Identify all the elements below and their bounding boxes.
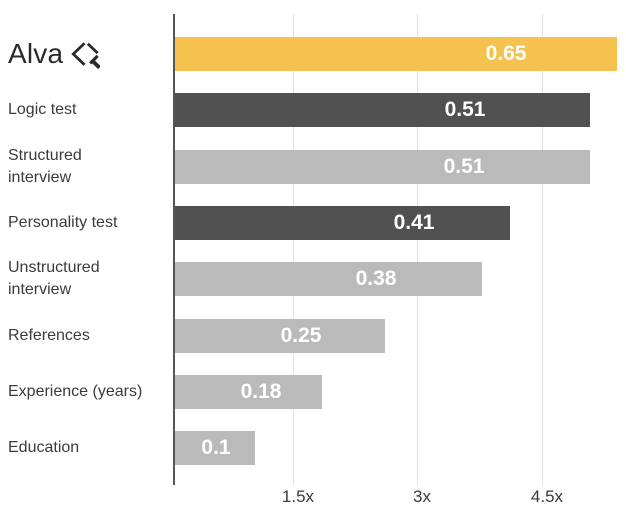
bar-structured-interview: 0.51	[175, 149, 590, 184]
bar-references: 0.25	[175, 318, 385, 353]
alva-logo: Alva	[8, 38, 101, 70]
alva-logo-text: Alva	[8, 38, 64, 69]
bar-experience-years-: 0.18	[175, 374, 322, 409]
bar-education: 0.1	[175, 431, 255, 466]
bar-value-label: 0.51	[443, 154, 485, 178]
x-tick-label: 3x	[413, 487, 431, 506]
gridline	[293, 14, 294, 485]
bar-value-label: 0.38	[355, 267, 397, 291]
bar-value-label: 0.51	[444, 98, 486, 122]
bar-unstructured-interview: 0.38	[175, 262, 482, 297]
bar-value-label: 0.18	[240, 379, 282, 403]
category-label: Personality test	[8, 213, 118, 231]
bar-alva: 0.65	[175, 37, 617, 71]
bar-logic-test: 0.51	[175, 93, 590, 128]
bar-value-label: 0.41	[393, 210, 435, 234]
category-label: Structured interview	[8, 146, 82, 186]
bar-value-label: 0.1	[201, 436, 231, 460]
category-label: Education	[8, 439, 80, 457]
bar-value-label: 0.25	[280, 323, 322, 347]
category-label: Logic test	[8, 101, 77, 119]
gridline	[417, 14, 418, 485]
bar-personality-test: 0.41	[175, 205, 510, 240]
category-label: Unstructured interview	[8, 259, 100, 299]
x-tick-label: 4.5x	[530, 487, 564, 506]
category-label: References	[8, 326, 90, 344]
y-axis-line	[173, 14, 175, 485]
x-tick-label: 1.5x	[281, 487, 315, 506]
alva-diamond-mark-icon	[71, 41, 101, 69]
bar-value-label: 0.65	[485, 42, 527, 65]
category-label: Experience (years)	[8, 382, 143, 400]
gridline	[542, 14, 543, 485]
